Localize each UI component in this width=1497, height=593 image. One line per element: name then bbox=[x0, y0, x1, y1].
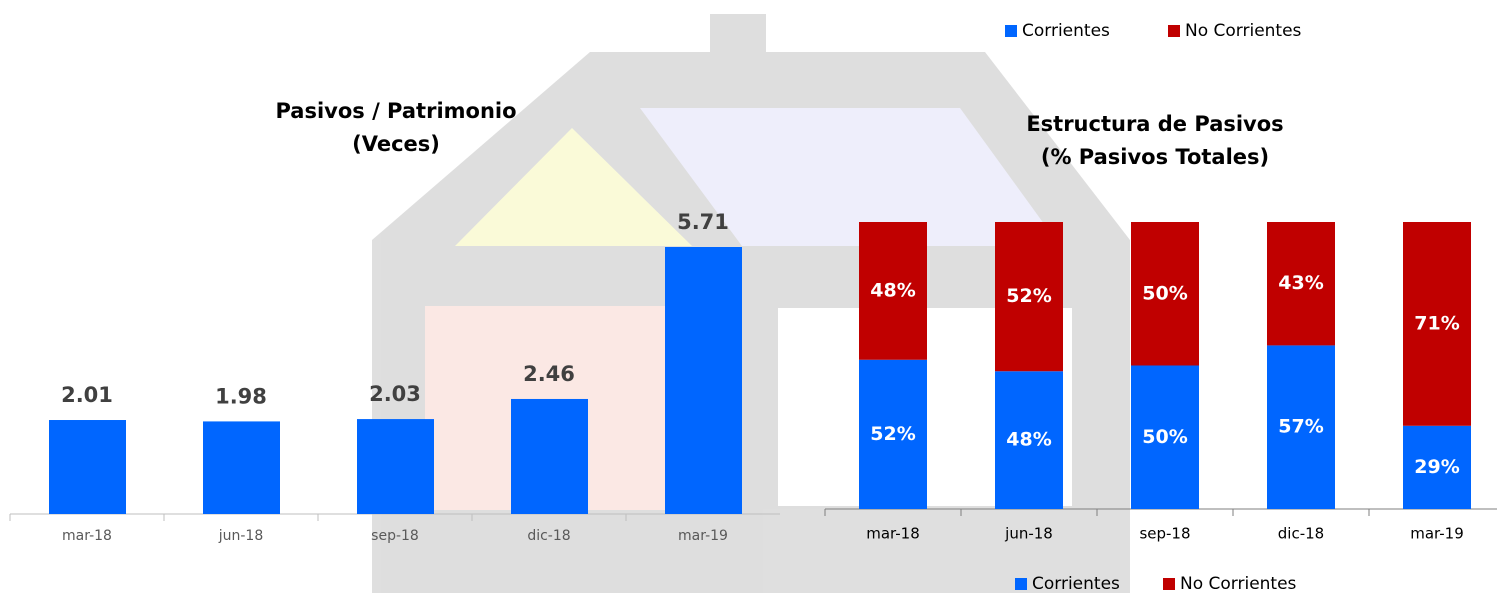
data-label: 71% bbox=[1414, 312, 1459, 334]
data-label: 5.71 bbox=[677, 210, 729, 234]
bar-segment bbox=[1267, 345, 1335, 509]
legend-label: Corrientes bbox=[1032, 574, 1120, 593]
data-label: 2.03 bbox=[369, 382, 421, 406]
data-label: 2.46 bbox=[523, 362, 575, 386]
legend-swatch bbox=[1005, 25, 1017, 37]
x-tick-label: sep-18 bbox=[1139, 525, 1190, 543]
data-label: 2.01 bbox=[61, 383, 113, 407]
legend-swatch bbox=[1163, 578, 1175, 590]
data-label: 50% bbox=[1142, 426, 1187, 448]
chart-left: Pasivos / Patrimonio (Veces) 2.01 mar-18 1… bbox=[9, 99, 780, 544]
x-tick-label: mar-18 bbox=[866, 525, 920, 543]
x-tick-label: dic-18 bbox=[1278, 525, 1324, 543]
bar bbox=[357, 419, 434, 514]
data-label: 50% bbox=[1142, 282, 1187, 304]
chart-title: (Veces) bbox=[352, 132, 440, 156]
data-label: 1.98 bbox=[215, 384, 267, 408]
chart-title: (% Pasivos Totales) bbox=[1041, 145, 1269, 169]
bar-segment bbox=[859, 222, 927, 360]
legend-label: No Corrientes bbox=[1185, 21, 1302, 41]
bar-segment bbox=[1131, 365, 1199, 509]
bar-segment bbox=[995, 222, 1063, 372]
data-label: 48% bbox=[870, 279, 915, 301]
data-label: 52% bbox=[1006, 285, 1051, 307]
x-tick-label: mar-19 bbox=[678, 528, 728, 544]
bar-segment bbox=[859, 359, 927, 509]
x-tick-label: mar-19 bbox=[1410, 525, 1464, 543]
x-tick-label: sep-18 bbox=[371, 528, 419, 544]
bar-segment bbox=[995, 371, 1063, 509]
chart-title: Pasivos / Patrimonio bbox=[275, 99, 516, 123]
bar bbox=[665, 247, 742, 514]
chart-right: Estructura de Pasivos (% Pasivos Totales… bbox=[824, 21, 1497, 593]
x-tick-label: jun-18 bbox=[218, 528, 264, 544]
data-label: 29% bbox=[1414, 456, 1459, 478]
x-tick-label: dic-18 bbox=[527, 528, 570, 544]
bar bbox=[203, 421, 280, 514]
legend-label: No Corrientes bbox=[1180, 574, 1297, 593]
bar bbox=[511, 398, 588, 514]
data-label: 43% bbox=[1278, 272, 1323, 294]
data-label: 48% bbox=[1006, 429, 1051, 451]
legend-swatch bbox=[1015, 578, 1027, 590]
chart-title: Estructura de Pasivos bbox=[1026, 112, 1283, 136]
x-tick-label: jun-18 bbox=[1004, 525, 1053, 543]
data-label: 52% bbox=[870, 423, 915, 445]
bar-segment bbox=[1267, 222, 1335, 346]
legend-label: Corrientes bbox=[1022, 21, 1110, 41]
data-label: 57% bbox=[1278, 416, 1323, 438]
bar-segment bbox=[1403, 425, 1471, 509]
bar-segment bbox=[1403, 222, 1471, 426]
legend-swatch bbox=[1168, 25, 1180, 37]
x-tick-label: mar-18 bbox=[62, 528, 112, 544]
bar-segment bbox=[1131, 222, 1199, 366]
bar bbox=[49, 420, 126, 514]
